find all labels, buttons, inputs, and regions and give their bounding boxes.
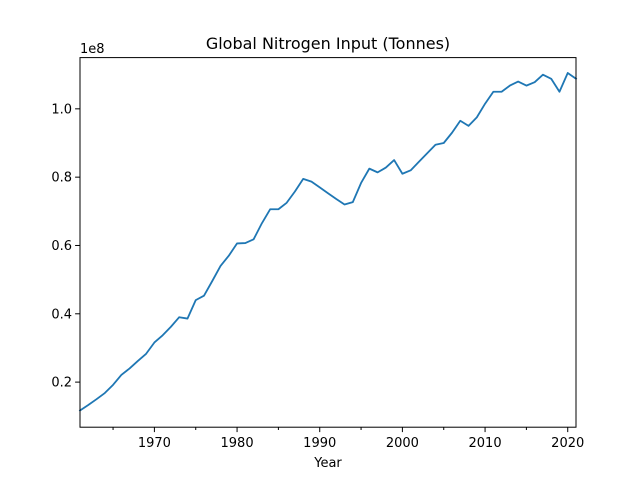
y-offset-text: 1e8 [80,42,105,57]
y-tick-label: 0.6 [51,239,72,254]
y-tick-label: 0.4 [51,307,72,322]
x-tick-label: 2020 [551,436,584,451]
x-tick-label: 1980 [221,436,254,451]
x-tick-label: 1970 [138,436,171,451]
y-axis: 0.2 0.4 0.6 0.8 1.0 [51,102,80,391]
x-tick-label: 2000 [386,436,419,451]
x-axis-label: Year [313,456,342,471]
y-tick-label: 1.0 [51,102,72,117]
plot-area [78,72,578,412]
y-tick-label: 0.2 [51,376,72,391]
x-tick-label: 1990 [303,436,336,451]
chart-title: Global Nitrogen Input (Tonnes) [206,34,450,53]
y-tick-label: 0.8 [51,171,72,186]
x-tick-label: 2010 [469,436,502,451]
series-line [78,72,578,412]
plot-frame [79,57,577,428]
x-axis: 1970 1980 1990 2000 2010 2020 [112,427,584,451]
